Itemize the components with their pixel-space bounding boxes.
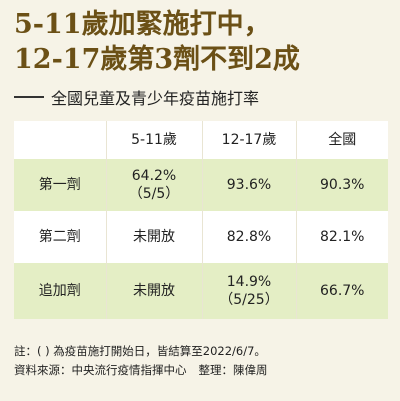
cell-first-dose-12-17: 93.6%: [201, 159, 296, 211]
cell-start-date: （5/5）: [128, 186, 180, 202]
cell-first-dose-nationwide: 90.3%: [295, 159, 388, 211]
cell-value: 14.9%: [226, 274, 272, 290]
row-label-second-dose: 第二劑: [38, 229, 81, 245]
cell-value: 未開放: [133, 229, 175, 245]
cell-second-dose-5-11: 未開放: [105, 211, 202, 263]
row-label-booster-dose: 追加劑: [38, 283, 81, 299]
vaccination-rate-table: 5-11歲 12-17歲 全國 第一劑 64.2% （5/5） 93.6% 90…: [14, 121, 388, 319]
cell-value: 64.2%: [131, 168, 177, 184]
cell-value: 66.7%: [320, 283, 365, 299]
cell-start-date: （5/25）: [219, 292, 279, 308]
header-cell-age-5-11: 5-11歲: [105, 121, 202, 159]
data-source: 資料來源：中央流行疫情指揮中心: [14, 363, 187, 377]
source-line: 資料來源：中央流行疫情指揮中心 整理：陳偉周: [14, 362, 268, 378]
table-row-booster-dose: 追加劑 未開放 14.9% （5/25） 66.7%: [14, 263, 388, 319]
table-row-first-dose: 第一劑 64.2% （5/5） 93.6% 90.3%: [14, 159, 388, 211]
chart-subtitle: 全國兒童及青少年疫苗施打率: [51, 89, 260, 108]
table-row-second-dose: 第二劑 未開放 82.8% 82.1%: [14, 211, 388, 263]
cell-value: 82.1%: [320, 229, 365, 245]
cell-second-dose-12-17: 82.8%: [201, 211, 296, 263]
cell-value: 90.3%: [320, 177, 365, 193]
cell-value: 93.6%: [226, 177, 272, 193]
chart-title-line1: 5-11歲加緊施打中，: [14, 9, 271, 40]
editor-credit: 整理：陳偉周: [198, 363, 268, 377]
cell-second-dose-nationwide: 82.1%: [295, 211, 388, 263]
footnote: 註：( ) 為疫苗施打開始日，皆結算至2022/6/7。: [14, 344, 266, 358]
header-cell-nationwide: 全國: [295, 121, 388, 159]
table-header-row: 5-11歲 12-17歲 全國: [14, 121, 388, 159]
cell-value: 未開放: [133, 283, 175, 299]
subtitle-row: 全國兒童及青少年疫苗施打率: [14, 86, 259, 108]
cell-booster-5-11: 未開放: [105, 263, 202, 319]
chart-title-line2: 12-17歲第3劑不到2成: [14, 44, 300, 75]
header-cell-empty: [14, 121, 106, 159]
cell-value: 82.8%: [226, 229, 272, 245]
subtitle-dash: [14, 96, 44, 98]
row-label-first-dose: 第一劑: [38, 177, 81, 193]
cell-booster-nationwide: 66.7%: [295, 263, 388, 319]
header-cell-age-12-17: 12-17歲: [201, 121, 296, 159]
cell-first-dose-5-11: 64.2% （5/5）: [105, 159, 202, 211]
cell-booster-12-17: 14.9% （5/25）: [201, 263, 296, 319]
